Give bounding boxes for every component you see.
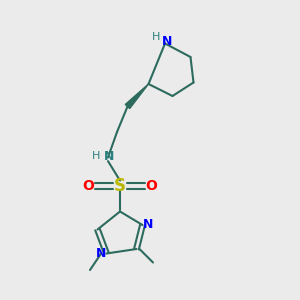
Text: N: N [162, 35, 172, 49]
Text: N: N [143, 218, 153, 232]
Text: N: N [104, 149, 115, 163]
Polygon shape [125, 84, 148, 109]
Text: O: O [146, 179, 158, 193]
Text: N: N [96, 247, 106, 260]
Text: H: H [92, 151, 100, 161]
Text: H: H [152, 32, 160, 43]
Text: O: O [82, 179, 94, 193]
Text: S: S [114, 177, 126, 195]
